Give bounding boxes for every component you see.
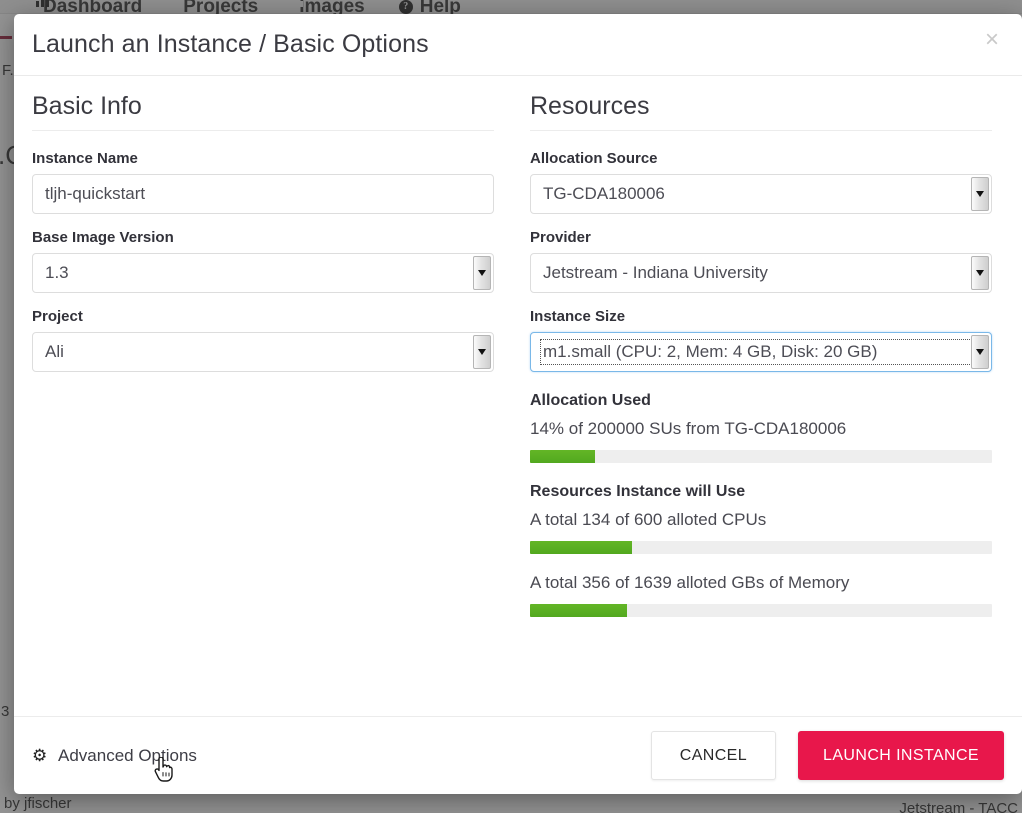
allocation-used-progress-fill xyxy=(530,450,595,463)
instance-size-select[interactable]: m1.small (CPU: 2, Mem: 4 GB, Disk: 20 GB… xyxy=(530,332,992,372)
field-project: Project Ali xyxy=(32,308,494,372)
memory-progress-fill xyxy=(530,604,628,617)
footer-buttons: CANCEL LAUNCH INSTANCE xyxy=(650,731,1004,780)
base-image-version-value: 1.3 xyxy=(45,263,69,282)
cpu-progress xyxy=(530,541,992,554)
chevron-down-icon[interactable] xyxy=(971,256,989,290)
close-icon[interactable]: × xyxy=(980,28,1004,52)
project-label: Project xyxy=(32,308,83,325)
chevron-down-icon[interactable] xyxy=(473,335,491,369)
memory-detail: A total 356 of 1639 alloted GBs of Memor… xyxy=(530,573,850,592)
allocation-source-value: TG-CDA180006 xyxy=(543,184,665,203)
instance-will-use-title: Resources Instance will Use xyxy=(530,483,746,500)
launch-instance-button[interactable]: LAUNCH INSTANCE xyxy=(798,731,1004,780)
field-instance-size: Instance Size m1.small (CPU: 2, Mem: 4 G… xyxy=(530,308,992,372)
chevron-down-icon[interactable] xyxy=(971,335,989,369)
project-value: Ali xyxy=(45,342,64,361)
allocation-source-label: Allocation Source xyxy=(530,150,658,167)
allocation-used-detail: 14% of 200000 SUs from TG-CDA180006 xyxy=(530,419,847,438)
instance-size-value: m1.small (CPU: 2, Mem: 4 GB, Disk: 20 GB… xyxy=(540,339,988,365)
provider-label: Provider xyxy=(530,229,591,246)
resources-instance-will-use-block: Resources Instance will Use A total 134 … xyxy=(530,483,992,617)
base-image-version-select[interactable]: 1.3 xyxy=(32,253,494,293)
allocation-used-progress xyxy=(530,450,992,463)
basic-info-heading: Basic Info xyxy=(32,92,494,131)
basic-info-column: Basic Info Instance Name Base Image Vers… xyxy=(32,92,494,716)
cpu-detail: A total 134 of 600 alloted CPUs xyxy=(530,510,767,529)
cpu-progress-fill xyxy=(530,541,632,554)
launch-instance-modal: Launch an Instance / Basic Options × Bas… xyxy=(14,14,1022,794)
allocation-used-block: Allocation Used 14% of 200000 SUs from T… xyxy=(530,392,992,463)
memory-progress xyxy=(530,604,992,617)
field-base-image-version: Base Image Version 1.3 xyxy=(32,229,494,293)
instance-name-label: Instance Name xyxy=(32,150,138,167)
advanced-options-link[interactable]: ⚙ Advanced Options xyxy=(32,746,197,766)
instance-name-input[interactable] xyxy=(32,174,494,214)
resources-heading: Resources xyxy=(530,92,992,131)
cancel-button[interactable]: CANCEL xyxy=(650,731,777,780)
allocation-used-title: Allocation Used xyxy=(530,392,651,409)
field-provider: Provider Jetstream - Indiana University xyxy=(530,229,992,293)
provider-select[interactable]: Jetstream - Indiana University xyxy=(530,253,992,293)
project-select[interactable]: Ali xyxy=(32,332,494,372)
allocation-source-select[interactable]: TG-CDA180006 xyxy=(530,174,992,214)
gear-icon: ⚙ xyxy=(32,746,48,765)
modal-body: Basic Info Instance Name Base Image Vers… xyxy=(14,76,1022,716)
field-allocation-source: Allocation Source TG-CDA180006 xyxy=(530,150,992,214)
advanced-options-label: Advanced Options xyxy=(58,745,197,765)
chevron-down-icon[interactable] xyxy=(473,256,491,290)
base-image-version-label: Base Image Version xyxy=(32,229,174,246)
page-title: Launch an Instance / Basic Options xyxy=(32,30,429,58)
modal-footer: ⚙ Advanced Options CANCEL LAUNCH INSTANC… xyxy=(14,716,1022,794)
modal-header: Launch an Instance / Basic Options × xyxy=(14,14,1022,76)
field-instance-name: Instance Name xyxy=(32,150,494,214)
provider-value: Jetstream - Indiana University xyxy=(543,263,768,282)
chevron-down-icon[interactable] xyxy=(971,177,989,211)
resources-column: Resources Allocation Source TG-CDA180006… xyxy=(530,92,992,716)
instance-size-label: Instance Size xyxy=(530,308,626,325)
